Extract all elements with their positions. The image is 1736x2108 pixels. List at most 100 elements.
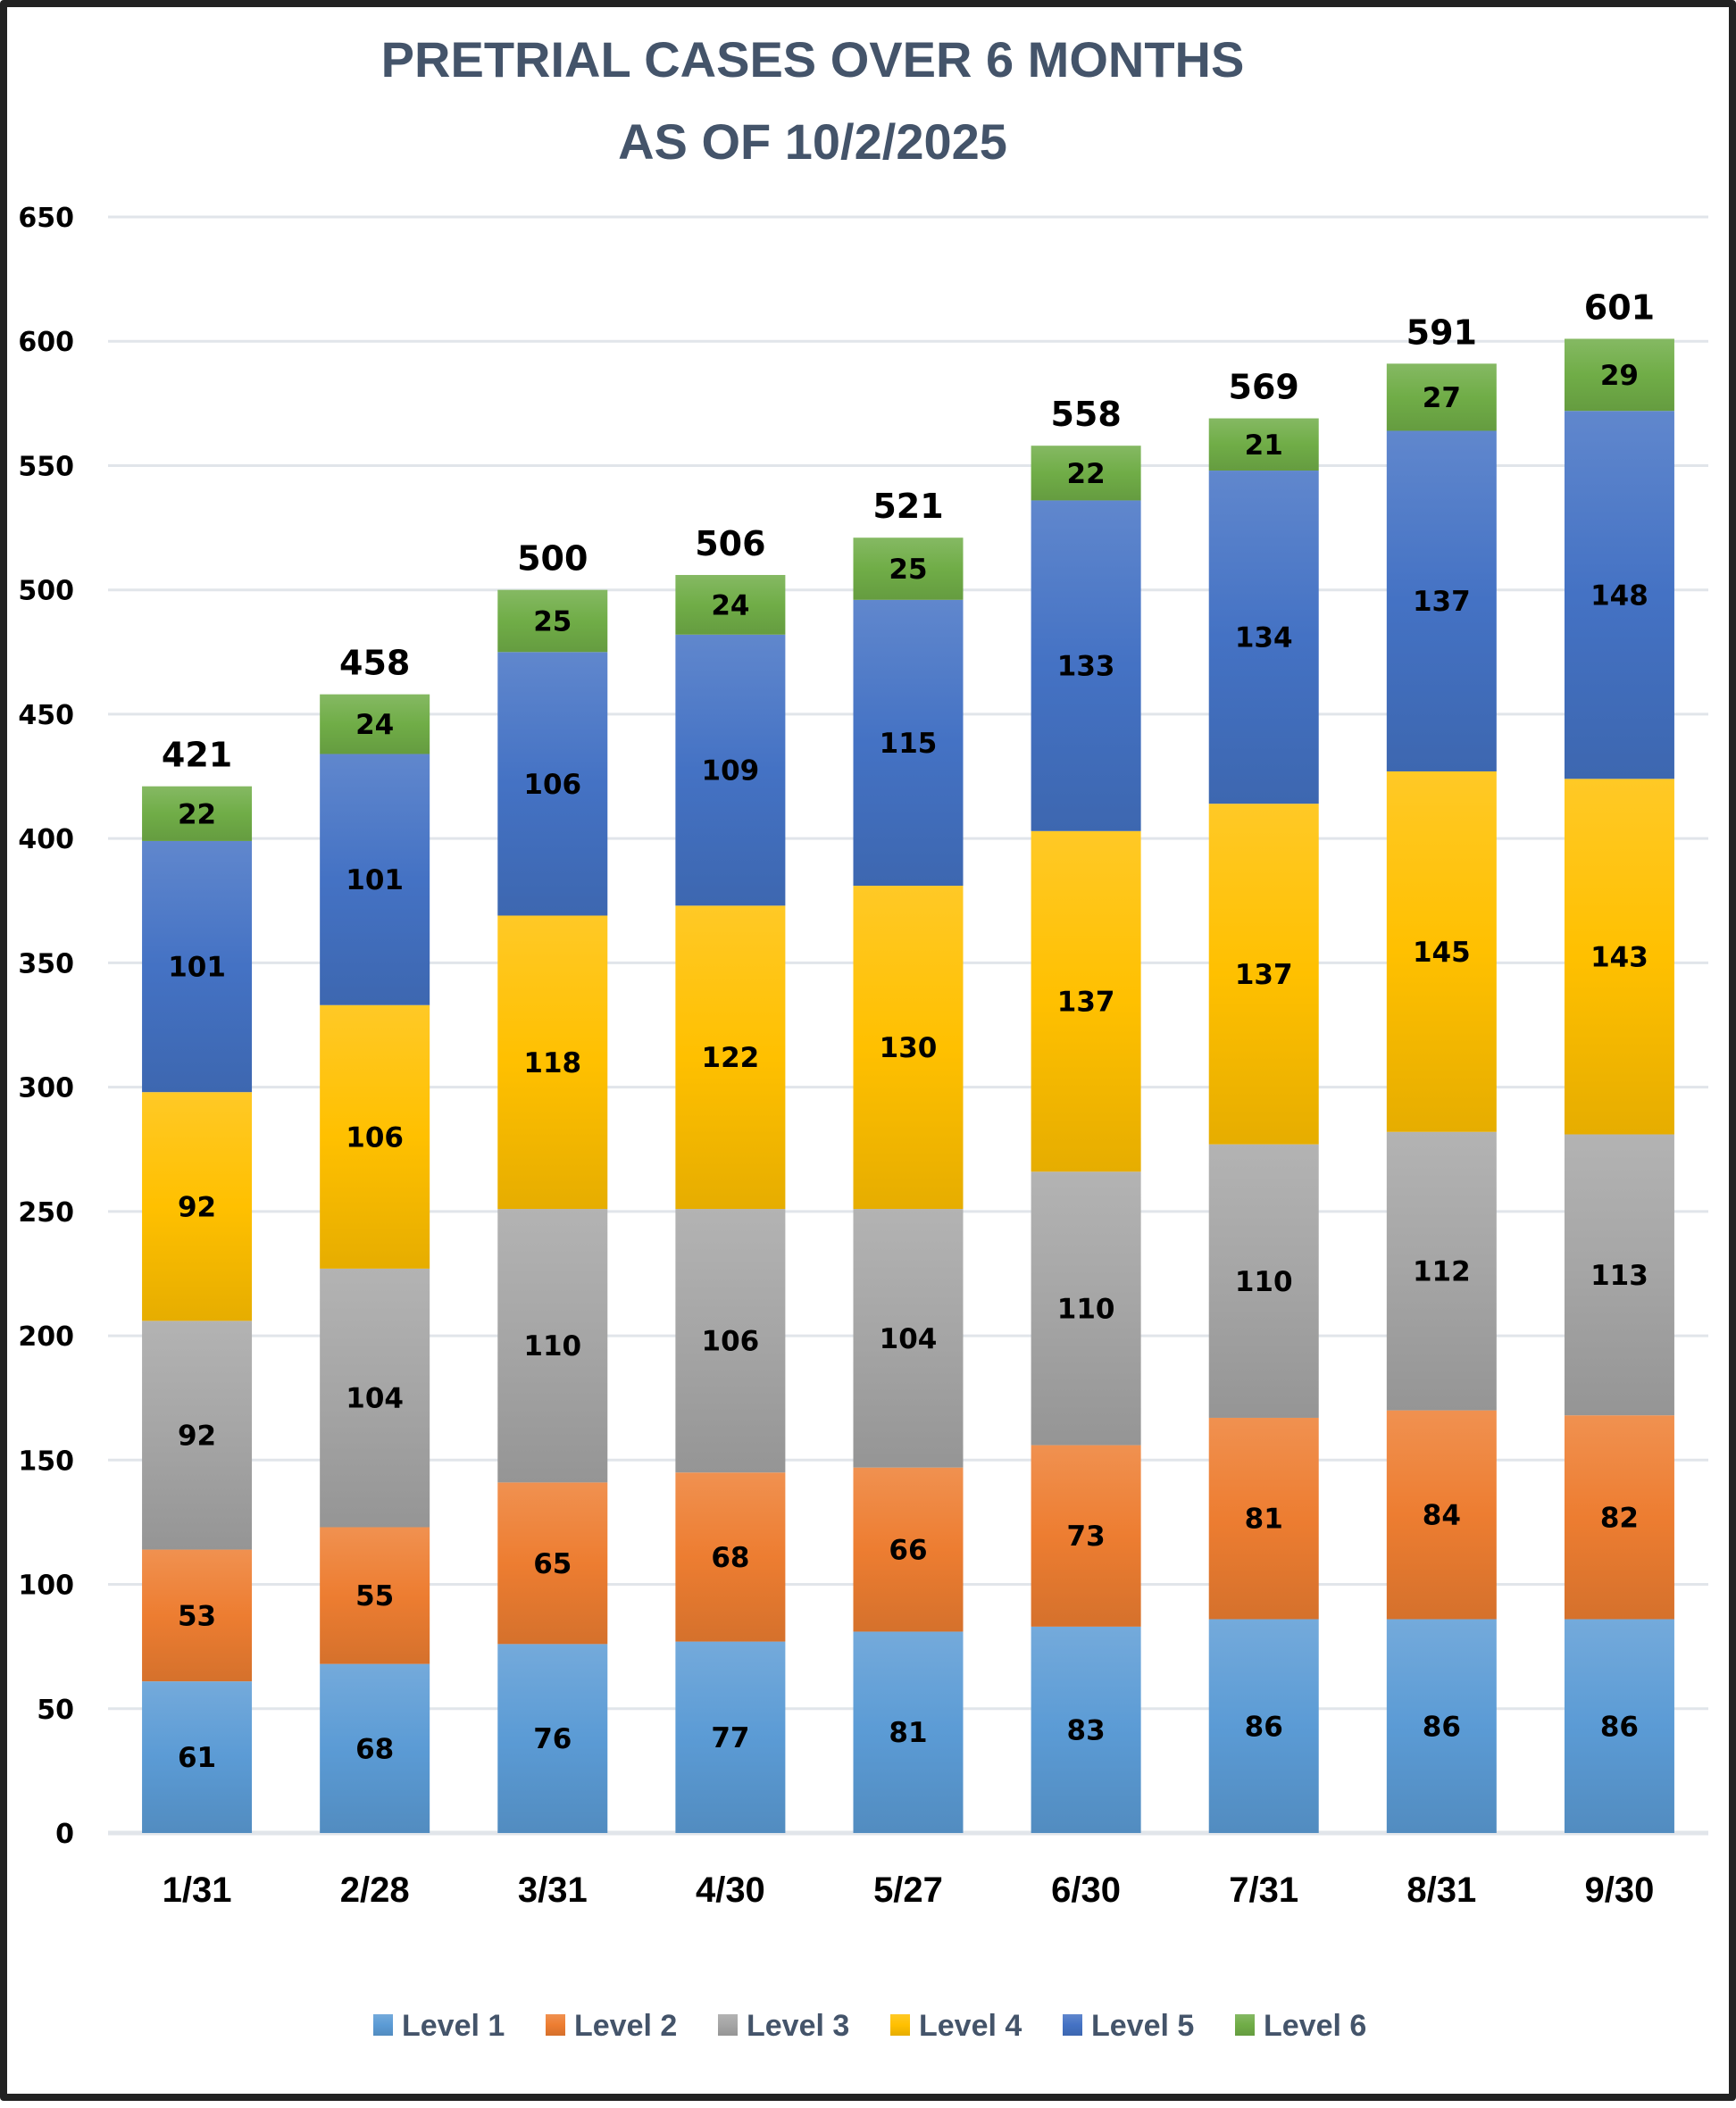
bar-segment-level-1 [497, 1644, 608, 1833]
x-tick-label: 2/28 [340, 1871, 410, 1910]
bar-segment-level-2 [497, 1482, 608, 1645]
data-label: 24 [355, 709, 394, 741]
legend-label: Level 4 [919, 2009, 1022, 2043]
y-axis-ticks: 0 50 100 150 200 250 300 350 400 450 500 550 600 650 [18, 203, 74, 1850]
data-label: 106 [523, 769, 581, 801]
y-tick-label: 400 [18, 824, 74, 855]
bar-segment-level-5 [142, 840, 253, 1093]
data-label: 76 [533, 1723, 572, 1755]
bar-segment-level-6 [1031, 446, 1141, 501]
bar-segment-level-2 [1564, 1415, 1674, 1620]
legend: Level 1 Level 2 Level 3 Level 4 Level 5 Level… [373, 2009, 1366, 2043]
data-label: 25 [533, 606, 572, 638]
y-tick-label: 150 [18, 1446, 74, 1477]
bars: 61 53 92 92 101 22 421 68 55 104 106 101 24 458 76 65 11… [142, 287, 1674, 1833]
bar-segment-level-4 [675, 905, 786, 1210]
bar-segment-level-4 [320, 1004, 430, 1269]
data-label: 101 [346, 864, 404, 896]
bar-segment-level-5 [320, 754, 430, 1005]
chart-title: PRETRIAL CASES OVER 6 MONTHS AS OF 10/2/… [381, 31, 1245, 170]
bar-segment-level-2 [1031, 1445, 1141, 1627]
total-label: 458 [339, 644, 410, 683]
bar-segment-level-6 [320, 694, 430, 754]
legend-swatch [1235, 2014, 1255, 2036]
data-label: 137 [1057, 987, 1115, 1019]
bar-segment-level-2 [142, 1549, 253, 1682]
legend-label: Level 6 [1264, 2009, 1366, 2043]
bar-segment-level-5 [1208, 471, 1319, 804]
bar-segment-level-1 [320, 1663, 430, 1833]
bar-segment-level-5 [497, 652, 608, 916]
legend-item-level-2[interactable]: Level 2 [546, 2009, 677, 2043]
y-tick-label: 50 [37, 1695, 74, 1726]
y-tick-label: 200 [18, 1321, 74, 1353]
x-tick-label: 3/31 [518, 1871, 588, 1910]
bar-segment-level-4 [1208, 804, 1319, 1145]
data-label: 84 [1423, 1500, 1461, 1532]
data-label: 53 [178, 1600, 216, 1632]
x-tick-label: 8/31 [1406, 1871, 1476, 1910]
data-label: 106 [702, 1326, 760, 1358]
data-label: 86 [1423, 1711, 1461, 1743]
bar-segment-level-4 [1564, 779, 1674, 1135]
bar-segment-level-3 [1386, 1131, 1497, 1411]
bar-segment-level-3 [1564, 1134, 1674, 1416]
data-label: 137 [1413, 586, 1471, 618]
bar-stack-3-31: 76 65 110 118 106 25 500 [497, 539, 608, 1833]
legend-label: Level 5 [1091, 2009, 1194, 2043]
data-label: 104 [346, 1383, 404, 1415]
data-label: 82 [1600, 1502, 1639, 1534]
bar-stack-1-31: 61 53 92 92 101 22 421 [142, 736, 253, 1833]
data-label: 92 [178, 1420, 216, 1452]
bar-segment-level-3 [497, 1209, 608, 1483]
data-label: 104 [880, 1323, 938, 1355]
data-label: 27 [1423, 382, 1461, 414]
data-label: 137 [1235, 959, 1293, 991]
legend-item-level-3[interactable]: Level 3 [718, 2009, 849, 2043]
bar-segment-level-1 [1564, 1619, 1674, 1833]
data-label: 130 [880, 1032, 938, 1064]
stacked-bar-chart: PRETRIAL CASES OVER 6 MONTHS AS OF 10/2/… [18, 31, 1708, 2043]
legend-item-level-6[interactable]: Level 6 [1235, 2009, 1366, 2043]
legend-item-level-5[interactable]: Level 5 [1063, 2009, 1194, 2043]
x-tick-label: 5/27 [873, 1871, 943, 1910]
x-tick-label: 4/30 [696, 1871, 765, 1910]
bar-segment-level-6 [1208, 418, 1319, 471]
bar-stack-2-28: 68 55 104 106 101 24 458 [320, 644, 430, 1833]
data-label: 81 [889, 1717, 927, 1749]
legend-swatch [718, 2014, 738, 2036]
legend-label: Level 3 [747, 2009, 849, 2043]
data-label: 101 [168, 952, 226, 984]
y-tick-label: 0 [55, 1819, 74, 1850]
legend-item-level-4[interactable]: Level 4 [890, 2009, 1022, 2043]
bar-segment-level-1 [142, 1681, 253, 1833]
data-label: 134 [1235, 622, 1293, 654]
data-label: 86 [1600, 1711, 1639, 1743]
y-tick-label: 500 [18, 576, 74, 607]
bar-segment-level-4 [853, 886, 964, 1210]
bar-stack-6-30: 83 73 110 137 133 22 558 [1031, 395, 1141, 1833]
bar-stack-8-31: 86 84 112 145 137 27 591 [1386, 312, 1497, 1833]
x-tick-label: 1/31 [163, 1871, 232, 1910]
total-label: 569 [1229, 368, 1299, 407]
data-label: 118 [523, 1047, 581, 1079]
data-label: 133 [1057, 651, 1115, 683]
y-tick-label: 450 [18, 700, 74, 731]
bar-segment-level-4 [1386, 771, 1497, 1132]
legend-item-level-1[interactable]: Level 1 [373, 2009, 505, 2043]
data-label: 110 [1235, 1266, 1293, 1298]
total-label: 558 [1050, 395, 1121, 434]
bar-segment-level-5 [853, 599, 964, 887]
bar-segment-level-2 [320, 1527, 430, 1664]
data-label: 106 [346, 1121, 404, 1154]
bar-segment-level-5 [1386, 430, 1497, 771]
data-label: 110 [523, 1330, 581, 1362]
total-label: 601 [1584, 287, 1655, 327]
bar-segment-level-5 [675, 634, 786, 906]
data-label: 145 [1413, 937, 1471, 969]
x-tick-label: 7/31 [1229, 1871, 1298, 1910]
bar-segment-level-5 [1564, 411, 1674, 779]
legend-label: Level 2 [574, 2009, 677, 2043]
data-label: 86 [1245, 1711, 1283, 1743]
